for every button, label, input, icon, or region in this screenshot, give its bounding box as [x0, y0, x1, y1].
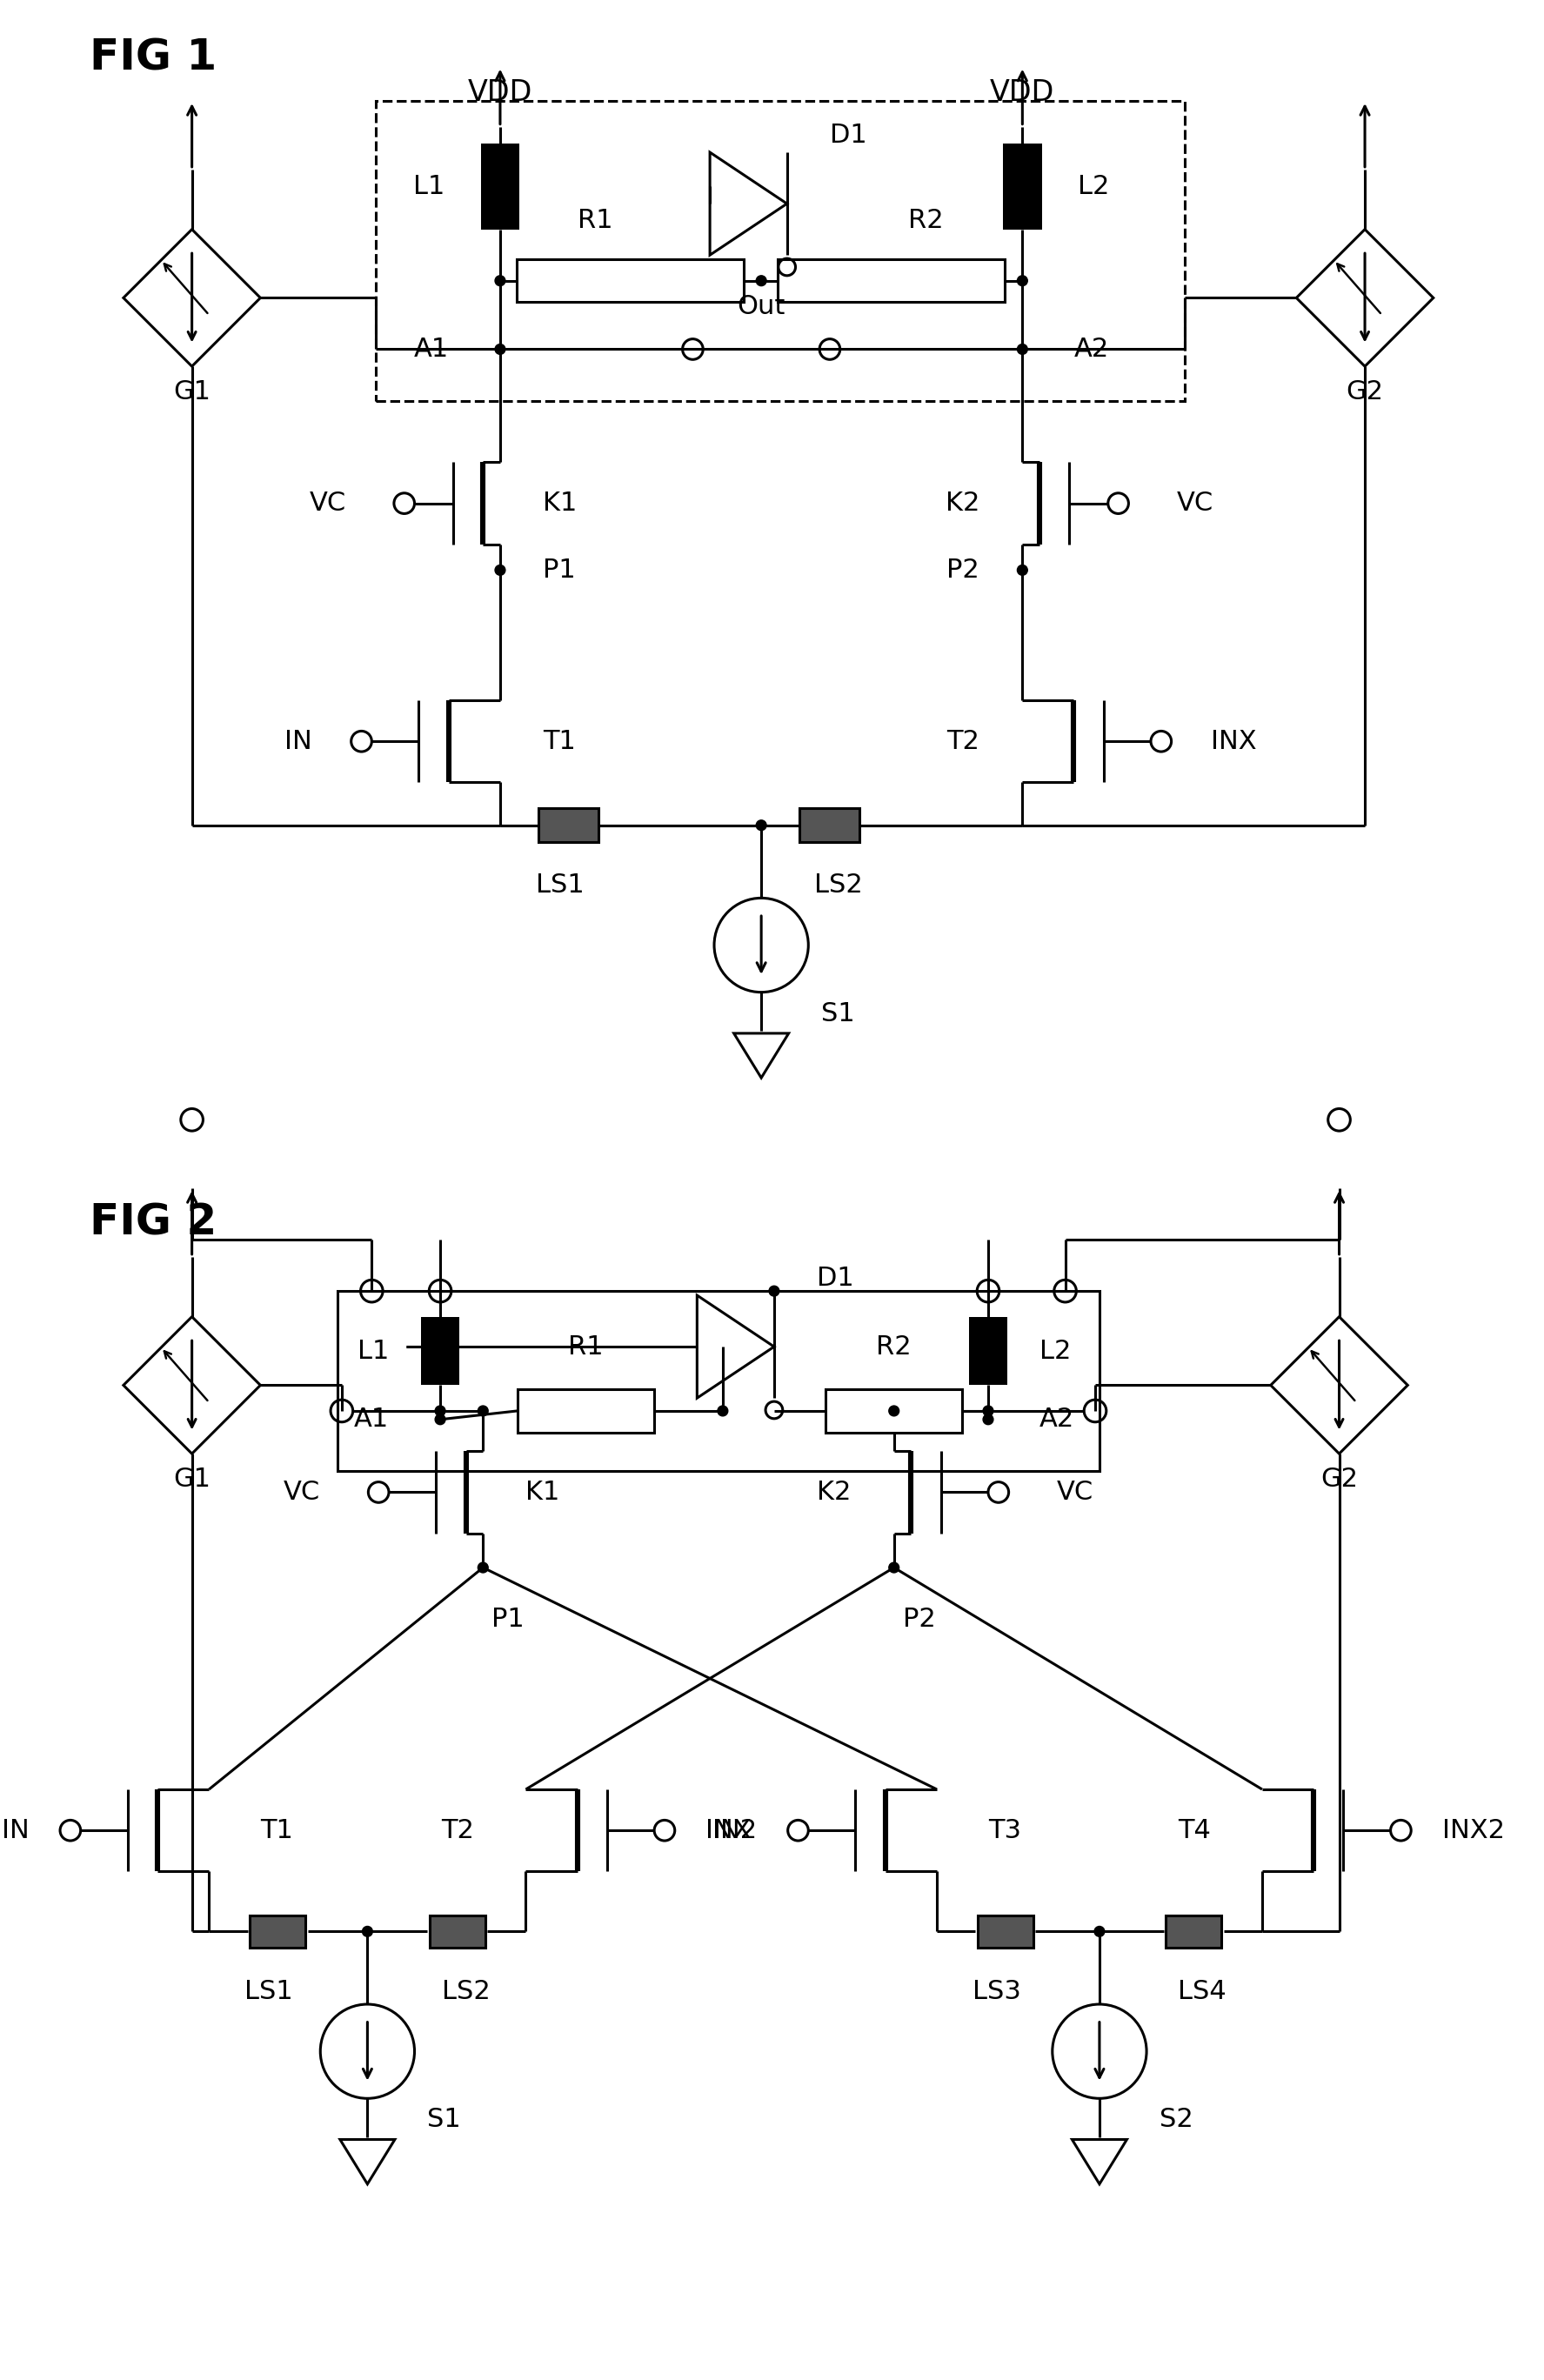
Text: L2: L2 — [1078, 174, 1110, 200]
Text: LS2: LS2 — [814, 873, 863, 897]
Text: D1: D1 — [817, 1266, 854, 1290]
Circle shape — [479, 1407, 488, 1416]
Text: FIG 1: FIG 1 — [90, 38, 216, 79]
Text: IN2: IN2 — [712, 1818, 757, 1842]
Text: K2: K2 — [817, 1480, 851, 1504]
Bar — [517, 1390, 655, 1433]
Text: T3: T3 — [988, 1818, 1021, 1842]
Text: K1: K1 — [543, 490, 577, 516]
Bar — [539, 809, 599, 843]
Text: INX: INX — [1210, 728, 1257, 754]
Bar — [422, 1316, 460, 1385]
Text: IN: IN — [284, 728, 312, 754]
Text: LS2: LS2 — [442, 1978, 489, 2004]
Text: K1: K1 — [527, 1480, 560, 1504]
Text: R2: R2 — [908, 207, 943, 233]
Text: S1: S1 — [428, 2106, 462, 2132]
Text: D1: D1 — [829, 121, 866, 148]
Text: INX2: INX2 — [1442, 1818, 1504, 1842]
Bar — [429, 1916, 485, 1947]
Circle shape — [479, 1561, 488, 1573]
Bar — [778, 259, 1005, 302]
Bar — [338, 1290, 1099, 1471]
Bar — [517, 259, 744, 302]
Circle shape — [1017, 564, 1028, 576]
Text: VC: VC — [284, 1480, 320, 1504]
Circle shape — [1017, 345, 1028, 355]
Circle shape — [496, 276, 505, 286]
Text: P2: P2 — [946, 557, 979, 583]
Circle shape — [1095, 1925, 1104, 1937]
Text: VDD: VDD — [468, 79, 533, 107]
Text: A2: A2 — [1073, 336, 1109, 362]
Text: T2: T2 — [442, 1818, 474, 1842]
Text: INX: INX — [706, 1818, 752, 1842]
Text: T2: T2 — [946, 728, 979, 754]
Circle shape — [1017, 276, 1028, 286]
Text: T4: T4 — [1178, 1818, 1210, 1842]
Text: LS1: LS1 — [536, 873, 584, 897]
Circle shape — [363, 1925, 372, 1937]
Circle shape — [889, 1561, 899, 1573]
Text: S1: S1 — [821, 1002, 855, 1026]
Text: L1: L1 — [357, 1338, 389, 1364]
Text: T1: T1 — [543, 728, 576, 754]
Text: R1: R1 — [577, 207, 613, 233]
Circle shape — [435, 1414, 445, 1426]
Text: IN: IN — [2, 1818, 29, 1842]
Text: L2: L2 — [1039, 1338, 1072, 1364]
Bar — [1004, 143, 1042, 228]
Text: LS4: LS4 — [1178, 1978, 1226, 2004]
Circle shape — [984, 1414, 993, 1426]
Text: VC: VC — [1056, 1480, 1093, 1504]
Text: P1: P1 — [491, 1606, 525, 1633]
Text: G1: G1 — [173, 1466, 210, 1492]
Circle shape — [496, 564, 505, 576]
Text: G2: G2 — [1346, 378, 1383, 405]
Text: G1: G1 — [173, 378, 210, 405]
Bar — [970, 1316, 1007, 1385]
Text: A1: A1 — [354, 1407, 389, 1433]
Circle shape — [496, 345, 505, 355]
Text: K2: K2 — [945, 490, 979, 516]
Circle shape — [984, 1407, 993, 1416]
Circle shape — [769, 1285, 780, 1297]
Text: LS1: LS1 — [245, 1978, 293, 2004]
Bar — [377, 100, 1186, 400]
Text: P2: P2 — [903, 1606, 936, 1633]
Text: LS3: LS3 — [973, 1978, 1021, 2004]
Text: R1: R1 — [568, 1335, 604, 1359]
Text: L1: L1 — [412, 174, 445, 200]
Bar — [800, 809, 860, 843]
Circle shape — [757, 276, 766, 286]
Text: R2: R2 — [877, 1335, 911, 1359]
Text: G2: G2 — [1320, 1466, 1357, 1492]
Text: FIG 2: FIG 2 — [90, 1202, 216, 1242]
Text: A1: A1 — [414, 336, 449, 362]
Bar — [826, 1390, 962, 1433]
Text: VDD: VDD — [990, 79, 1055, 107]
Circle shape — [757, 821, 766, 831]
Text: VC: VC — [1177, 490, 1214, 516]
Bar — [1166, 1916, 1221, 1947]
Text: S2: S2 — [1160, 2106, 1194, 2132]
Bar — [480, 143, 519, 228]
Text: A2: A2 — [1039, 1407, 1075, 1433]
Circle shape — [435, 1407, 445, 1416]
Text: VC: VC — [309, 490, 346, 516]
Text: P1: P1 — [543, 557, 576, 583]
Circle shape — [889, 1407, 899, 1416]
Bar — [977, 1916, 1033, 1947]
Text: T1: T1 — [261, 1818, 293, 1842]
Circle shape — [718, 1407, 727, 1416]
Text: Out: Out — [736, 293, 786, 319]
Bar — [250, 1916, 306, 1947]
